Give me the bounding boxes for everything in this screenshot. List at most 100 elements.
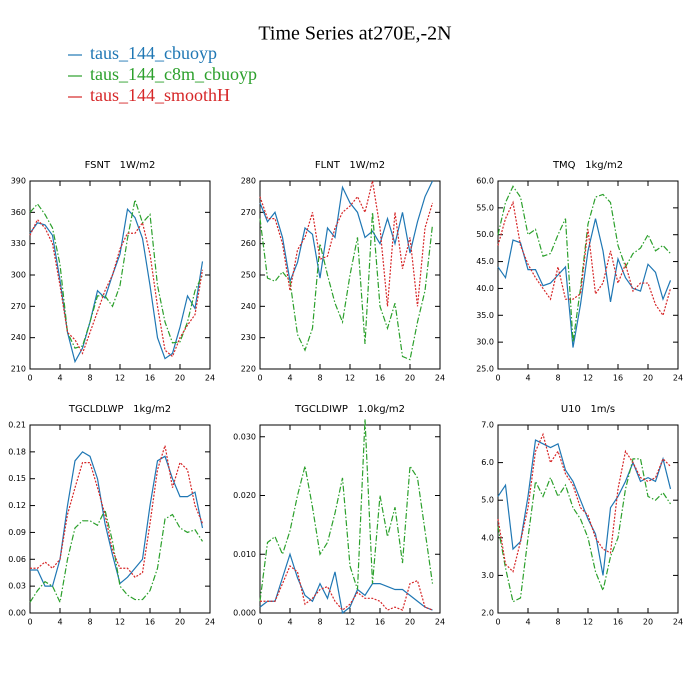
x-tick-label: 8: [555, 374, 560, 383]
y-tick-label: 5.0: [481, 496, 494, 505]
y-tick-label: 30.0: [476, 338, 494, 347]
panel-title: FLNT 1W/m2: [315, 160, 385, 171]
y-tick-label: 3.0: [481, 571, 494, 580]
x-tick-label: 0: [27, 618, 32, 627]
x-tick-label: 12: [583, 618, 593, 627]
series-line: [29, 207, 204, 364]
y-tick-label: 280: [241, 177, 256, 186]
x-tick-label: 4: [287, 374, 292, 383]
y-tick-label: 45.0: [476, 257, 494, 266]
x-tick-label: 12: [115, 374, 125, 383]
y-tick-label: 230: [241, 333, 256, 342]
x-tick-label: 12: [115, 618, 125, 627]
y-tick-label: 0.020: [233, 491, 256, 500]
x-tick-label: 24: [673, 374, 683, 383]
x-tick-label: 24: [435, 618, 445, 627]
x-tick-label: 16: [613, 618, 623, 627]
series-line: [497, 439, 672, 576]
y-tick-label: 6.0: [481, 458, 494, 467]
x-tick-label: 16: [375, 374, 385, 383]
y-tick-label: 0.18: [8, 447, 26, 456]
panel-title: FSNT 1W/m2: [85, 160, 156, 171]
x-tick-label: 8: [317, 374, 322, 383]
y-tick-label: 330: [11, 239, 26, 248]
x-tick-label: 4: [57, 618, 62, 627]
y-tick-label: 35.0: [476, 311, 494, 320]
series-line: [30, 445, 204, 578]
y-tick-label: 0.15: [8, 474, 26, 483]
x-tick-label: 0: [257, 618, 262, 627]
x-tick-label: 24: [673, 618, 683, 627]
legend-label: taus_144_cbuoyp: [90, 43, 217, 63]
series-line: [259, 180, 434, 284]
x-tick-label: 4: [525, 618, 530, 627]
panel-title: TGCLDIWP 1.0kg/m2: [294, 404, 405, 415]
series-line: [260, 565, 433, 611]
y-tick-label: 7.0: [481, 421, 494, 430]
y-tick-label: 0.03: [8, 582, 26, 591]
series-line: [29, 218, 204, 358]
y-tick-label: 250: [241, 271, 256, 280]
y-tick-label: 55.0: [476, 203, 494, 212]
x-tick-label: 24: [205, 374, 215, 383]
x-tick-label: 16: [613, 374, 623, 383]
x-tick-label: 20: [175, 618, 185, 627]
y-tick-label: 0.06: [8, 555, 26, 564]
y-tick-label: 210: [11, 365, 26, 374]
series-line: [497, 432, 671, 573]
y-tick-label: 270: [11, 302, 26, 311]
legend-label: taus_144_smoothH: [90, 85, 230, 105]
x-tick-label: 12: [583, 374, 593, 383]
y-tick-label: 0.09: [8, 528, 26, 537]
x-tick-label: 0: [27, 374, 32, 383]
x-tick-label: 8: [317, 618, 322, 627]
x-tick-label: 8: [555, 618, 560, 627]
x-tick-label: 20: [175, 374, 185, 383]
series-line: [259, 552, 433, 615]
x-tick-label: 0: [257, 374, 262, 383]
y-tick-label: 0.000: [233, 609, 256, 618]
panel-title: TGCLDLWP 1kg/m2: [68, 404, 171, 415]
x-tick-label: 4: [287, 618, 292, 627]
y-tick-label: 270: [241, 208, 256, 217]
x-tick-label: 20: [405, 618, 415, 627]
y-tick-label: 40.0: [476, 284, 494, 293]
x-tick-label: 12: [345, 618, 355, 627]
series-line: [29, 508, 204, 605]
x-tick-label: 20: [643, 374, 653, 383]
series-line: [29, 197, 204, 349]
y-tick-label: 220: [241, 365, 256, 374]
x-tick-label: 24: [205, 618, 215, 627]
panel-title: TMQ 1kg/m2: [552, 160, 623, 171]
series-line: [259, 419, 434, 602]
series-line: [30, 451, 204, 587]
x-tick-label: 20: [643, 618, 653, 627]
x-tick-label: 16: [145, 618, 155, 627]
y-tick-label: 240: [241, 302, 256, 311]
y-tick-label: 4.0: [481, 533, 494, 542]
y-tick-label: 2.0: [481, 609, 494, 618]
series-line: [497, 185, 671, 343]
x-tick-label: 4: [525, 374, 530, 383]
x-tick-label: 20: [405, 374, 415, 383]
x-tick-label: 24: [435, 374, 445, 383]
y-tick-label: 0.010: [233, 550, 256, 559]
x-tick-label: 16: [145, 374, 155, 383]
x-tick-label: 8: [87, 618, 92, 627]
y-tick-label: 240: [11, 333, 26, 342]
figure-title: Time Series at270E,-2N: [258, 23, 451, 45]
x-tick-label: 8: [87, 374, 92, 383]
y-tick-label: 300: [11, 271, 26, 280]
y-tick-label: 260: [241, 239, 256, 248]
x-tick-label: 12: [345, 374, 355, 383]
x-tick-label: 4: [57, 374, 62, 383]
y-tick-label: 0.00: [8, 609, 26, 618]
series-line: [497, 458, 671, 603]
series-line: [497, 200, 672, 317]
y-tick-label: 0.030: [233, 432, 256, 441]
y-tick-label: 390: [11, 177, 26, 186]
y-tick-label: 50.0: [476, 230, 494, 239]
series-line: [259, 212, 434, 361]
